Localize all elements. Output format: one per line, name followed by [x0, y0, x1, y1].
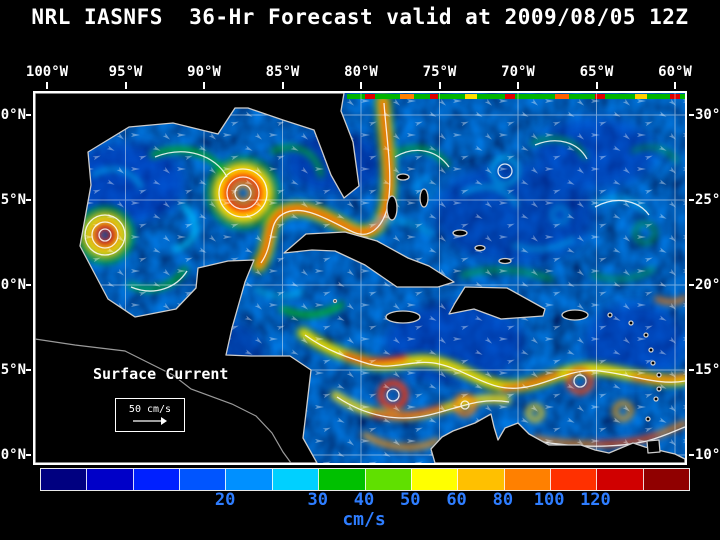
- speed-colorbar: [40, 468, 690, 491]
- colorbar-tick-labels: 20 30 40 50 60 80 100 120: [40, 490, 688, 510]
- colorbar-segment: [86, 469, 133, 490]
- scale-value-label: 50 cm/s: [128, 404, 172, 415]
- lat-tick-mark: [26, 199, 31, 201]
- colorbar-tick-label: 50: [400, 490, 421, 510]
- lon-tick-label: 80°W: [344, 64, 378, 80]
- colorbar-tick-label: 120: [580, 490, 611, 510]
- colorbar-tick-label: 20: [214, 490, 236, 510]
- lat-tick-mark: [689, 284, 694, 286]
- colorbar-segment: [271, 469, 319, 490]
- colorbar-segment: [179, 469, 226, 490]
- lon-tick-mark: [595, 82, 598, 89]
- lat-tick-mark: [689, 199, 694, 201]
- lat-tick-mark: [689, 454, 694, 456]
- colorbar-segment: [364, 469, 411, 490]
- lon-tick-label: 85°W: [265, 64, 300, 80]
- scale-arrow-icon: [133, 417, 167, 425]
- colorbar-segment: [503, 469, 550, 490]
- puerto-rico: [561, 309, 589, 321]
- lat-tick-mark: [26, 369, 31, 371]
- lon-tick-label: 65°W: [579, 64, 614, 80]
- cuba: [283, 231, 455, 288]
- lat-tick-label: 25°N: [695, 192, 720, 208]
- lon-tick-label: 100°W: [25, 64, 69, 80]
- lon-tick-label: 75°W: [422, 64, 457, 80]
- surface-current-plot: [33, 91, 687, 465]
- colorbar-segment: [549, 469, 597, 490]
- colorbar-segment: [410, 469, 458, 490]
- lat-tick-mark: [689, 114, 694, 116]
- lat-tick-label: 30°N: [695, 107, 720, 123]
- lat-tick-label: 30°N: [0, 107, 26, 123]
- lat-tick-label: 10°N: [695, 447, 720, 463]
- colorbar-tick-label: 30: [307, 490, 328, 510]
- lat-tick-mark: [26, 114, 31, 116]
- map-border: [33, 91, 687, 465]
- lon-tick-mark: [46, 82, 48, 89]
- colorbar-segment: [41, 469, 87, 490]
- lat-tick-label: 10°N: [0, 447, 26, 463]
- lon-tick-mark: [203, 82, 205, 89]
- colorbar-tick-label: 80: [492, 490, 514, 510]
- lon-tick-label: 70°W: [501, 64, 535, 80]
- surface-current-label: Surface Current: [93, 365, 229, 383]
- colorbar-segment: [225, 469, 272, 490]
- lat-tick-label: 20°N: [695, 277, 720, 293]
- domain-boundary-strip: [347, 94, 685, 99]
- lon-tick-mark: [360, 82, 362, 89]
- lat-tick-mark: [26, 284, 31, 286]
- colorbar-unit-label: cm/s: [342, 509, 386, 530]
- lon-tick-mark: [281, 82, 284, 89]
- lat-tick-mark: [689, 369, 694, 371]
- lat-tick-mark: [26, 454, 31, 456]
- lat-tick-label: 25°N: [0, 192, 26, 208]
- colorbar-tick-label: 100: [533, 490, 565, 510]
- lon-tick-label: 60°W: [658, 64, 692, 80]
- colorbar-tick-label: 60: [446, 490, 467, 510]
- lon-tick-mark: [517, 82, 519, 89]
- colorbar-segment: [596, 469, 643, 490]
- lat-tick-label: 15°N: [695, 362, 720, 378]
- lon-tick-mark: [438, 82, 441, 89]
- forecast-map: Surface Current 50 cm/s 100°W 95°W 90°W 85°…: [0, 64, 720, 465]
- land-masses: [35, 93, 685, 463]
- lon-tick-label: 95°W: [108, 64, 143, 80]
- pacific-coastline: [35, 338, 292, 463]
- jamaica: [385, 310, 421, 324]
- lon-tick-label: 90°W: [187, 64, 221, 80]
- colorbar-segment: [457, 469, 504, 490]
- hispaniola: [448, 286, 546, 320]
- colorbar-segment: [642, 469, 690, 490]
- lon-tick-mark: [674, 82, 676, 89]
- lat-tick-label: 20°N: [0, 277, 26, 293]
- current-scale-box: 50 cm/s: [115, 398, 185, 432]
- colorbar-segment: [318, 469, 365, 490]
- lat-tick-label: 15°N: [0, 362, 26, 378]
- trinidad: [646, 439, 661, 454]
- colorbar-segment: [132, 469, 180, 490]
- colorbar-tick-label: 40: [353, 490, 375, 510]
- page-title: NRL IASNFS 36-Hr Forecast valid at 2009/…: [31, 5, 689, 29]
- lon-tick-mark: [124, 82, 127, 89]
- north-central-america: [35, 93, 360, 463]
